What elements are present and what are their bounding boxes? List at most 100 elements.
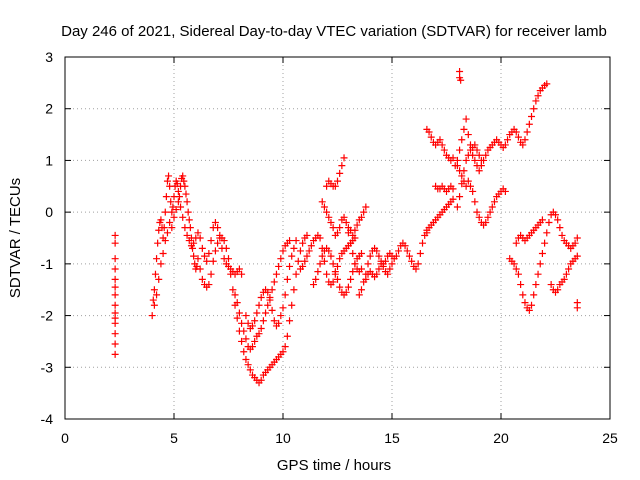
data-point	[536, 260, 544, 268]
data-point	[244, 361, 252, 369]
data-point	[286, 237, 294, 245]
data-point	[233, 314, 241, 322]
data-point	[357, 286, 365, 294]
data-point	[312, 275, 320, 283]
data-point	[558, 231, 566, 239]
data-point	[270, 317, 278, 325]
data-point	[327, 218, 335, 226]
data-point	[565, 265, 573, 273]
data-point	[510, 260, 518, 268]
data-point	[318, 252, 326, 260]
data-point	[257, 376, 265, 384]
data-point	[179, 213, 187, 221]
data-point	[242, 335, 250, 343]
data-point	[401, 242, 409, 250]
x-tick-label: 20	[493, 430, 509, 446]
data-point	[512, 128, 520, 136]
data-point	[501, 141, 509, 149]
data-point	[534, 92, 542, 100]
data-point	[316, 234, 324, 242]
data-point	[214, 239, 222, 247]
data-point	[534, 270, 542, 278]
plot-frame	[64, 56, 611, 420]
data-point	[351, 226, 359, 234]
data-point	[194, 229, 202, 237]
data-point	[554, 216, 562, 224]
data-point	[246, 366, 254, 374]
data-point	[362, 275, 370, 283]
data-point	[556, 224, 564, 232]
data-point	[207, 270, 215, 278]
data-point	[473, 208, 481, 216]
data-point	[307, 242, 315, 250]
data-point	[209, 257, 217, 265]
data-point	[336, 283, 344, 291]
data-point	[157, 216, 165, 224]
data-point	[235, 309, 243, 317]
data-point	[329, 260, 337, 268]
data-point	[294, 257, 302, 265]
data-point	[541, 239, 549, 247]
y-tick-label: 0	[45, 204, 53, 220]
data-point	[163, 177, 171, 185]
data-point	[281, 291, 289, 299]
data-point	[464, 177, 472, 185]
data-point	[111, 265, 119, 273]
data-point	[190, 252, 198, 260]
data-point	[462, 115, 470, 123]
data-point	[342, 218, 350, 226]
data-point	[277, 255, 285, 263]
data-point	[207, 237, 215, 245]
data-point	[251, 337, 259, 345]
data-point	[364, 260, 372, 268]
data-point	[301, 257, 309, 265]
axis-ticks	[64, 56, 611, 420]
data-point	[111, 319, 119, 327]
data-point	[251, 317, 259, 325]
data-point	[427, 133, 435, 141]
data-point	[179, 172, 187, 180]
data-point	[240, 348, 248, 356]
data-point	[460, 167, 468, 175]
data-point	[469, 187, 477, 195]
data-point	[159, 250, 167, 258]
data-point	[331, 268, 339, 276]
data-point	[222, 244, 230, 252]
data-point	[180, 177, 188, 185]
data-point	[181, 182, 189, 190]
data-point	[290, 286, 298, 294]
data-point	[111, 301, 119, 309]
data-point	[405, 252, 413, 260]
data-point	[196, 234, 204, 242]
data-point	[286, 262, 294, 270]
data-point	[543, 80, 551, 88]
data-point	[334, 262, 341, 270]
data-point	[336, 224, 344, 232]
data-point	[194, 255, 202, 263]
data-point	[349, 231, 357, 239]
data-point	[166, 218, 174, 226]
data-point	[386, 265, 394, 273]
data-point	[512, 265, 520, 273]
data-point	[248, 322, 256, 330]
x-tick-label: 10	[275, 430, 291, 446]
data-point	[484, 213, 492, 221]
data-point	[373, 247, 381, 255]
data-point	[501, 187, 509, 195]
data-marks	[111, 67, 581, 387]
data-point	[349, 250, 357, 258]
data-point	[163, 229, 171, 237]
data-point	[538, 216, 546, 224]
data-point	[257, 293, 265, 301]
data-point	[353, 221, 361, 229]
data-point	[299, 262, 307, 270]
x-tick-label: 15	[384, 430, 400, 446]
data-point	[464, 151, 472, 159]
data-point	[453, 162, 461, 170]
data-point	[242, 312, 250, 320]
data-point	[560, 275, 568, 283]
data-point	[257, 325, 265, 332]
data-point	[185, 216, 193, 224]
data-point	[111, 291, 119, 299]
data-point	[340, 154, 348, 162]
